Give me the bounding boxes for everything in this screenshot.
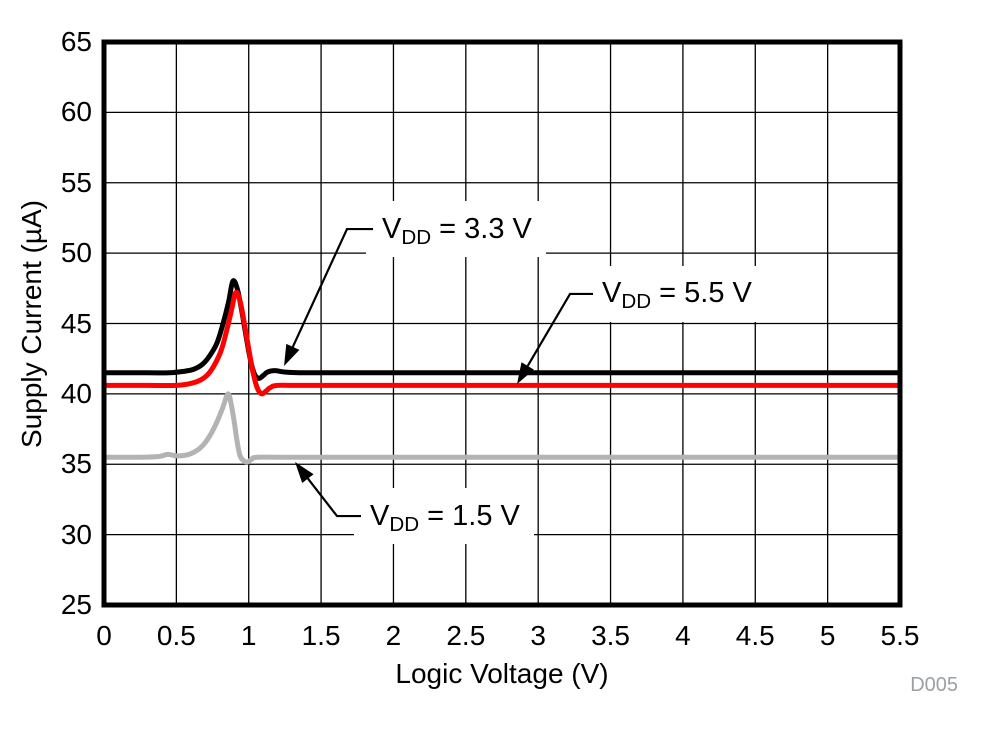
x-tick-label: 4: [675, 620, 691, 651]
x-tick-label: 0.5: [156, 620, 196, 651]
series-curve-5.5: [104, 289, 900, 397]
x-tick-label: 0: [96, 620, 112, 651]
x-tick-label: 2: [385, 620, 402, 651]
y-tick-label: 45: [60, 307, 92, 339]
plot-id-watermark: D005: [910, 674, 958, 696]
annotation-vdd-3p3: VDD = 3.3 V: [366, 201, 546, 258]
x-tick-label: 1: [240, 620, 257, 651]
series-curve-3.3: [104, 278, 900, 381]
x-axis-title: Logic Voltage (V): [395, 658, 609, 689]
x-tick-label: 2.5: [446, 620, 486, 651]
x-tick-label: 5.5: [880, 620, 920, 651]
x-tick-label: 3.5: [591, 620, 630, 651]
y-tick-label: 30: [60, 518, 92, 550]
annotation-text: VDD = 1.5 V: [370, 499, 520, 536]
annotation-vdd-5p5: VDD = 5.5 V: [586, 265, 766, 322]
x-tick-label: 4.5: [735, 620, 775, 651]
x-tick-label: 3: [530, 620, 546, 651]
x-tick-label: 5: [819, 620, 836, 651]
plot-frame: [101, 39, 903, 608]
y-tick-label: 35: [60, 448, 92, 480]
x-tick-label: 1.5: [301, 620, 341, 651]
y-tick-label: 55: [60, 166, 92, 198]
y-tick-label: 65: [60, 26, 92, 57]
annotation-text: VDD = 5.5 V: [602, 277, 752, 314]
y-tick-label: 50: [60, 237, 92, 269]
y-tick-label: 60: [60, 96, 92, 128]
y-tick-label: 40: [60, 377, 92, 409]
y-tick-label: 25: [60, 589, 92, 620]
annotation-text: VDD = 3.3 V: [382, 212, 532, 249]
series-curve-1.5: [104, 391, 900, 465]
annotation-vdd-1p5: VDD = 1.5 V: [354, 488, 534, 545]
